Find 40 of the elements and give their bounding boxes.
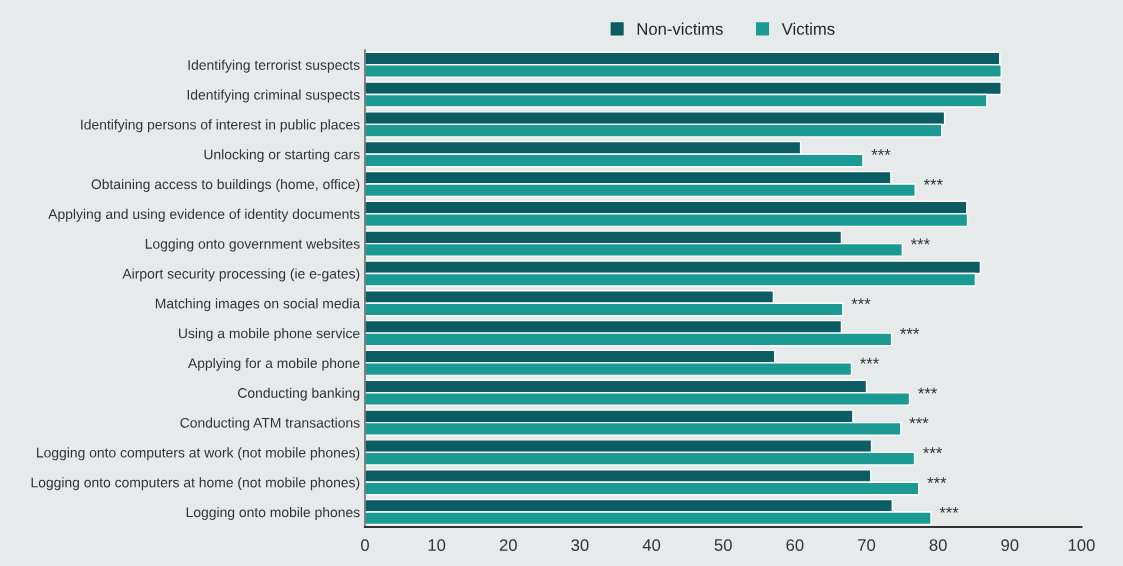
y-tick-label: Airport security processing (ie e-gates) (122, 268, 360, 282)
y-tick-label: Matching images on social media (155, 298, 361, 312)
y-tick-label: Conducting ATM transactions (180, 417, 360, 431)
x-tick-label: 20 (499, 539, 517, 551)
legend-label: Victims (781, 22, 835, 35)
y-tick-label: Identifying terrorist suspects (188, 59, 360, 73)
annotation: *** (851, 298, 871, 305)
annotation: *** (939, 506, 959, 513)
y-tick-label: Logging onto government websites (145, 238, 360, 252)
x-tick-label: 80 (929, 539, 947, 551)
y-tick-label: Identifying persons of interest in public places (81, 119, 360, 133)
y-tick-label: Unlocking or starting cars (204, 149, 360, 163)
x-tick-label: 40 (642, 539, 661, 551)
annotation: *** (918, 387, 938, 394)
legend-label: Non-victims (637, 22, 723, 35)
annotation: *** (900, 328, 920, 334)
annotation: *** (923, 447, 943, 454)
y-tick-label: Conducting banking (238, 387, 360, 401)
x-tick-label: 60 (786, 539, 804, 551)
y-tick-label: Using a mobile phone service (179, 328, 360, 342)
y-tick-label: Identifying criminal suspects (187, 89, 360, 103)
y-tick-label: Applying for a mobile phone (187, 357, 360, 371)
x-tick-label: 0 (360, 539, 369, 551)
x-tick-label: 50 (714, 539, 732, 551)
y-tick-label: Applying and using evidence of identity documents (48, 208, 360, 222)
annotation: *** (860, 357, 879, 364)
y-tick-label: Logging onto computers at work (not mobile phones) (37, 447, 360, 461)
annotation: *** (871, 149, 891, 155)
annotation: *** (910, 238, 930, 245)
x-tick-label: 90 (1001, 539, 1019, 551)
y-tick-label: Logging onto mobile phones (186, 507, 360, 520)
annotation: *** (909, 417, 929, 424)
x-tick-label: 30 (571, 539, 589, 551)
x-tick-label: 100 (1068, 539, 1095, 551)
annotation: *** (927, 477, 947, 484)
x-tick-label: 10 (428, 539, 446, 551)
y-tick-label: Logging onto computers at home (not mobile phones) (31, 477, 360, 491)
x-tick-label: 70 (858, 539, 876, 551)
y-tick-label: Obtaining access to buildings (home, office) (91, 178, 360, 192)
annotation: *** (923, 178, 943, 185)
